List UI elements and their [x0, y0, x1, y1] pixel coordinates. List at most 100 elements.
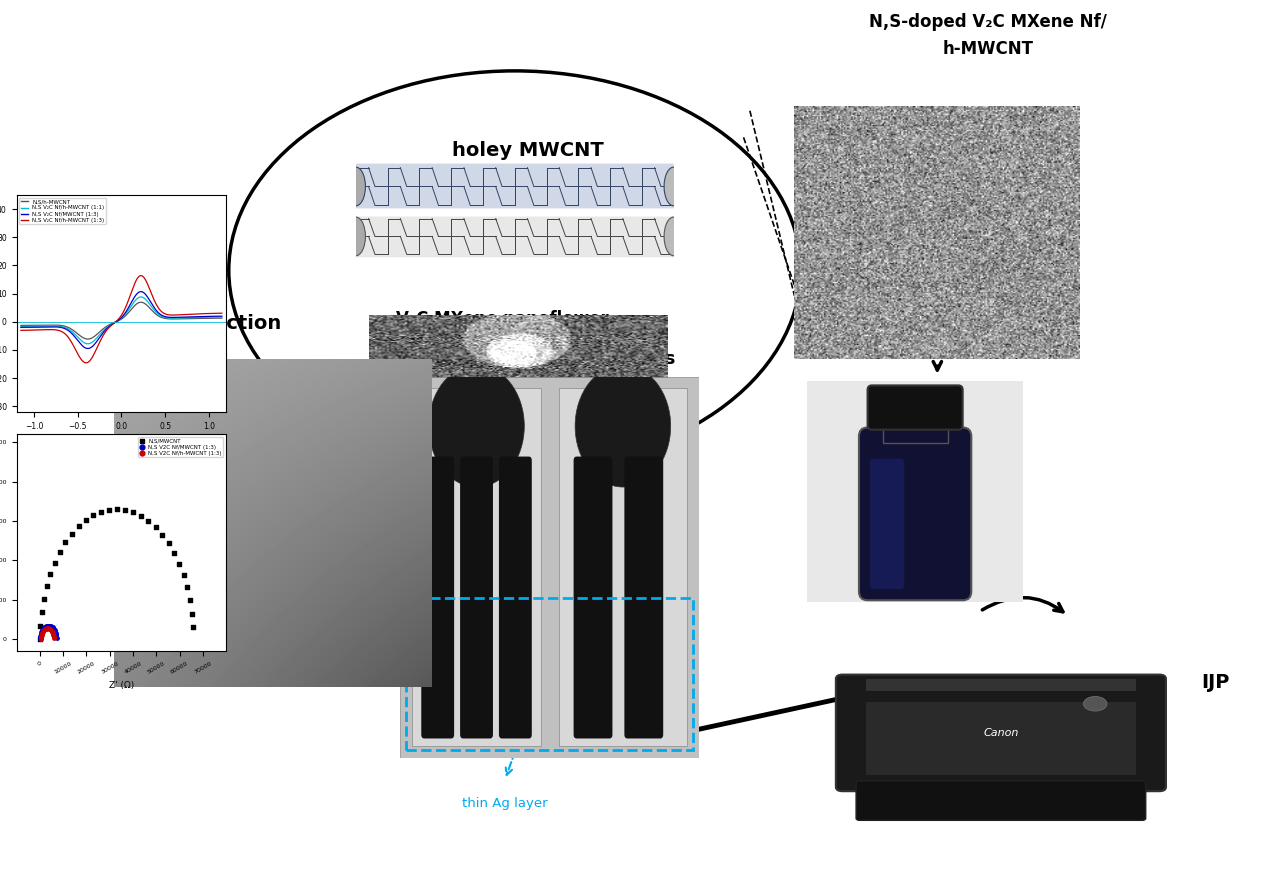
Point — [31, 631, 51, 645]
Point — [39, 618, 60, 633]
Point — [32, 629, 52, 643]
Point — [32, 628, 52, 642]
Point — [33, 621, 53, 635]
Point — [37, 579, 57, 594]
Point — [99, 502, 119, 517]
Point — [44, 556, 65, 570]
Point — [61, 526, 81, 540]
Point — [75, 513, 95, 527]
Point — [33, 592, 53, 606]
FancyBboxPatch shape — [624, 456, 663, 739]
Bar — [867, 679, 1136, 691]
Legend: N,S/MWCNT, N,S V2C Nf/MWCNT (1:3), N,S V2C Nf/h-MWCNT (1:3): N,S/MWCNT, N,S V2C Nf/MWCNT (1:3), N,S V… — [137, 437, 224, 457]
Point — [31, 629, 51, 643]
Point — [32, 623, 52, 637]
Point — [37, 621, 57, 635]
Point — [169, 556, 189, 571]
Point — [43, 626, 64, 641]
Point — [42, 625, 62, 639]
Point — [37, 618, 57, 633]
Point — [38, 621, 58, 635]
Point — [31, 633, 51, 647]
Point — [46, 628, 66, 642]
Point — [37, 618, 57, 633]
Point — [43, 621, 64, 635]
Point — [39, 618, 60, 633]
Point — [131, 509, 151, 523]
Point — [36, 619, 56, 633]
Point — [50, 545, 70, 559]
Point — [32, 626, 52, 640]
Text: transparent nail polish: transparent nail polish — [350, 454, 362, 604]
Text: IJP: IJP — [1201, 673, 1229, 693]
Bar — [867, 702, 1136, 774]
FancyBboxPatch shape — [836, 674, 1166, 791]
X-axis label: Potential (V): Potential (V) — [94, 436, 149, 446]
Text: V₂C MXene nanoflower: V₂C MXene nanoflower — [395, 310, 609, 328]
Point — [43, 631, 64, 645]
Point — [32, 626, 52, 640]
Bar — [412, 388, 540, 746]
Point — [123, 505, 144, 519]
Point — [180, 594, 201, 608]
Point — [38, 618, 58, 633]
Point — [42, 620, 62, 634]
Point — [36, 619, 56, 633]
Point — [31, 630, 51, 644]
Point — [114, 503, 135, 517]
Point — [31, 631, 51, 645]
FancyBboxPatch shape — [573, 456, 613, 739]
FancyBboxPatch shape — [857, 781, 1145, 820]
Point — [55, 535, 75, 549]
Point — [41, 622, 61, 636]
Point — [46, 630, 66, 644]
FancyBboxPatch shape — [500, 456, 531, 739]
Point — [43, 626, 64, 640]
Point — [41, 624, 61, 638]
Point — [33, 622, 53, 636]
Point — [164, 546, 184, 560]
Point — [47, 631, 67, 645]
Text: thin Ag layer: thin Ag layer — [463, 797, 548, 811]
Point — [153, 527, 173, 541]
Point — [43, 628, 64, 642]
Point — [32, 624, 52, 638]
Point — [39, 622, 60, 636]
Point — [139, 514, 159, 528]
Point — [183, 620, 203, 634]
Point — [37, 621, 57, 635]
Text: Nicotine Detection: Nicotine Detection — [76, 314, 281, 333]
FancyBboxPatch shape — [356, 216, 674, 257]
Bar — [407, 597, 693, 750]
Point — [31, 618, 51, 633]
Point — [83, 509, 103, 523]
FancyBboxPatch shape — [859, 428, 971, 601]
Circle shape — [574, 365, 671, 487]
Circle shape — [428, 365, 525, 487]
FancyBboxPatch shape — [356, 164, 674, 208]
FancyBboxPatch shape — [421, 456, 454, 739]
Ellipse shape — [347, 217, 366, 256]
Point — [41, 623, 61, 637]
Text: h-MWCNT: h-MWCNT — [943, 40, 1033, 58]
Point — [177, 580, 197, 595]
Point — [38, 621, 58, 635]
Point — [34, 620, 55, 634]
FancyBboxPatch shape — [460, 456, 493, 739]
Point — [32, 626, 52, 641]
Point — [31, 626, 51, 641]
Text: Canon: Canon — [984, 728, 1018, 738]
Point — [36, 622, 56, 636]
Legend: N,S/h-MWCNT, N,S V₂C Nf/h-MWCNT (1:1), N,S V₂C Nf/MWCNT (1:3), N,S V₂C Nf/h-MWCN: N,S/h-MWCNT, N,S V₂C Nf/h-MWCNT (1:1), N… — [19, 198, 105, 224]
Point — [33, 624, 53, 638]
Ellipse shape — [663, 217, 684, 256]
Point — [46, 626, 66, 641]
Text: holey MWCNT: holey MWCNT — [451, 141, 604, 160]
Point — [44, 625, 65, 639]
Ellipse shape — [347, 167, 366, 206]
Text: Flexible printed sensors: Flexible printed sensors — [431, 350, 675, 368]
Point — [34, 623, 55, 637]
Point — [33, 625, 53, 639]
Point — [107, 502, 127, 517]
Point — [41, 619, 61, 633]
